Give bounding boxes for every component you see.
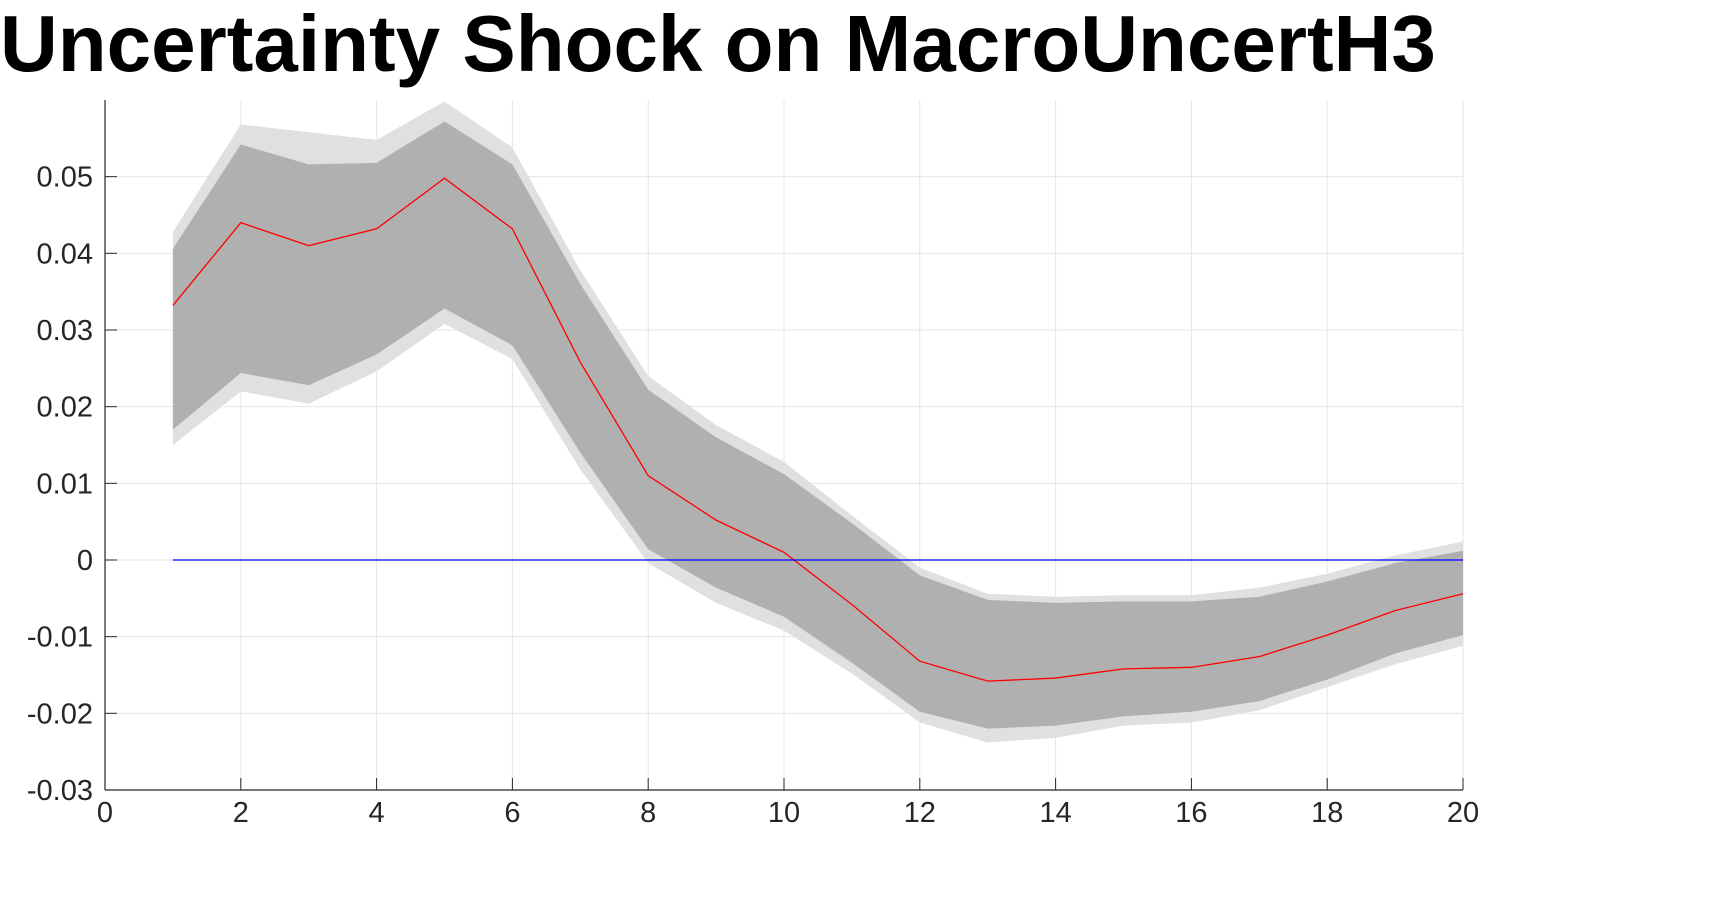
axes bbox=[104, 100, 1464, 791]
y-tick-label-7: 0.04 bbox=[37, 238, 93, 270]
series-lines bbox=[172, 177, 1464, 682]
chart-title: Uncertainty Shock on MacroUncertH3 bbox=[0, 0, 1436, 88]
x-tick-label-0: 0 bbox=[97, 797, 113, 829]
x-tick-label-1: 2 bbox=[233, 797, 249, 829]
x-tick-label-6: 12 bbox=[904, 797, 936, 829]
x-tick-label-2: 4 bbox=[369, 797, 385, 829]
x-tick-label-4: 8 bbox=[640, 797, 656, 829]
confidence-bands bbox=[172, 101, 1463, 743]
y-tick-label-2: -0.01 bbox=[27, 622, 93, 654]
x-tick-label-5: 10 bbox=[768, 797, 800, 829]
y-tick-label-5: 0.02 bbox=[37, 392, 93, 424]
inner-band bbox=[172, 121, 1463, 729]
y-tick-label-0: -0.03 bbox=[27, 775, 93, 807]
median-line bbox=[172, 177, 1464, 682]
y-tick-label-4: 0.01 bbox=[37, 468, 93, 500]
x-tick-label-10: 20 bbox=[1447, 797, 1479, 829]
y-tick-label-8: 0.05 bbox=[37, 162, 93, 194]
tick-labels: 0 2 4 6 8 10 12 14 16 18 20 -0.03 -0.02 -0.01 0 0.01 0.0… bbox=[27, 162, 1479, 829]
y-tick-label-1: -0.02 bbox=[27, 698, 93, 730]
x-tick-label-8: 16 bbox=[1175, 797, 1207, 829]
y-tick-label-3: 0 bbox=[77, 545, 93, 577]
x-tick-label-9: 18 bbox=[1311, 797, 1343, 829]
y-tick-label-6: 0.03 bbox=[37, 315, 93, 347]
x-tick-label-3: 6 bbox=[504, 797, 520, 829]
x-tick-label-7: 14 bbox=[1039, 797, 1071, 829]
